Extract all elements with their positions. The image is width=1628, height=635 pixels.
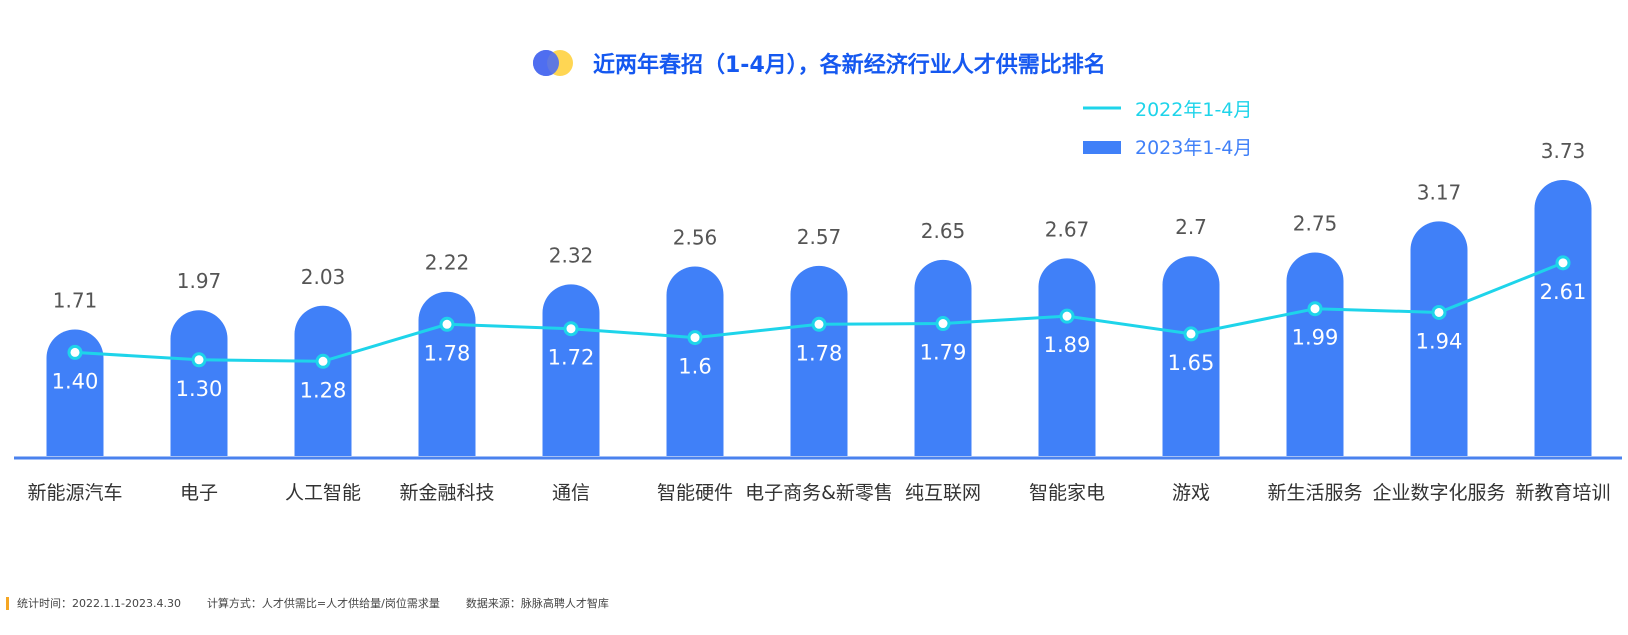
line-value-label: 1.78 [424, 341, 471, 365]
x-tick-label: 新教育培训 [1515, 482, 1610, 504]
line-value-label: 1.6 [678, 355, 711, 379]
x-tick-label: 纯互联网 [905, 482, 981, 504]
line-value-label: 1.94 [1416, 329, 1463, 353]
bar-value-labels: 1.71 1.97 2.03 2.22 2.32 2.56 2.57 2.65 2.67 2.7 2… [53, 139, 1586, 312]
bar-value-label: 2.57 [797, 225, 842, 249]
bar-value-label: 2.75 [1293, 212, 1338, 236]
line-value-label: 1.28 [300, 378, 347, 402]
chart-title: 近两年春招（1-4月），各新经济行业人才供需比排名 [593, 52, 1106, 78]
line-value-label: 2.61 [1540, 280, 1587, 304]
bar [1286, 252, 1344, 456]
line-point [439, 316, 455, 332]
bar [1410, 221, 1468, 456]
x-tick-labels: 新能源汽车 电子 人工智能 新金融科技 通信 智能硬件 电子商务&新零售 纯互联网 智能家电 游戏… [27, 482, 1610, 504]
x-tick-label: 新生活服务 [1267, 482, 1362, 504]
bar-value-label: 2.32 [549, 243, 594, 267]
line-point [1307, 301, 1323, 317]
bar-value-label: 2.56 [673, 226, 718, 250]
x-tick-label: 游戏 [1172, 482, 1210, 504]
bar [1038, 258, 1096, 456]
bar-value-label: 3.73 [1541, 139, 1586, 163]
footer-method: 计算方式：人才供需比=人才供给量/岗位需求量 [206, 597, 440, 610]
title-group: 近两年春招（1-4月），各新经济行业人才供需比排名 [533, 50, 1106, 78]
bar [914, 259, 972, 456]
bar [294, 305, 352, 456]
bar [790, 265, 848, 456]
bar [666, 266, 724, 456]
bar [170, 310, 228, 456]
line-point [315, 353, 331, 369]
line-value-label: 1.72 [548, 346, 595, 370]
x-tick-label: 企业数字化服务 [1372, 482, 1505, 504]
bar [542, 284, 600, 456]
line-point [811, 316, 827, 332]
footer-stat-time: 统计时间：2022.1.1-2023.4.30 [17, 597, 181, 610]
x-tick-label: 电子 [180, 482, 218, 504]
legend-label-bar: 2023年1-4月 [1135, 137, 1252, 159]
bar-value-label: 3.17 [1417, 180, 1462, 204]
line-value-label: 1.78 [796, 341, 843, 365]
line-point [563, 321, 579, 337]
footer-accent-bar [6, 596, 9, 610]
line-value-labels: 1.40 1.30 1.28 1.78 1.72 1.6 1.78 1.79 1.89 1.65 1… [52, 280, 1587, 402]
bar-value-label: 1.97 [177, 269, 222, 293]
bar-value-label: 2.7 [1175, 215, 1207, 239]
line-value-label: 1.65 [1168, 351, 1215, 375]
line-value-label: 1.30 [176, 377, 223, 401]
bar [1162, 256, 1220, 456]
footer: 统计时间：2022.1.1-2023.4.30 计算方式：人才供需比=人才供给量… [6, 596, 635, 610]
x-tick-label: 智能家电 [1029, 482, 1105, 504]
line-point [1183, 326, 1199, 342]
x-tick-label: 新金融科技 [399, 482, 494, 504]
line-point [191, 352, 207, 368]
x-tick-label: 人工智能 [285, 482, 361, 504]
x-tick-label: 新能源汽车 [27, 482, 122, 504]
logo-overlap-circle [533, 50, 559, 76]
bar [418, 291, 476, 456]
line-point [1431, 304, 1447, 320]
line-point [935, 316, 951, 332]
x-tick-label: 电子商务&新零售 [745, 482, 893, 504]
x-tick-label: 通信 [552, 482, 590, 504]
bar-series [46, 179, 1592, 457]
bar-value-label: 2.03 [301, 265, 346, 289]
bar-value-label: 2.22 [425, 251, 470, 275]
bar-value-label: 2.65 [921, 219, 966, 243]
line-point [67, 344, 83, 360]
footer-source: 数据来源：脉脉高聘人才智库 [465, 597, 609, 610]
line-value-label: 1.79 [920, 341, 967, 365]
line-value-label: 1.40 [52, 369, 99, 393]
line-series [67, 255, 1571, 369]
legend-bar-swatch [1083, 141, 1121, 154]
line-value-label: 1.89 [1044, 333, 1091, 357]
line-value-label: 1.99 [1292, 326, 1339, 350]
legend: 2022年1-4月 2023年1-4月 [1083, 99, 1252, 159]
bar [46, 329, 104, 456]
line-point [1059, 308, 1075, 324]
bar [1534, 179, 1592, 457]
bar-value-label: 2.67 [1045, 217, 1090, 241]
line-point [1555, 255, 1571, 271]
x-tick-label: 智能硬件 [657, 482, 733, 504]
line-point [687, 330, 703, 346]
bar-value-label: 1.71 [53, 288, 98, 312]
legend-label-line: 2022年1-4月 [1135, 99, 1252, 121]
